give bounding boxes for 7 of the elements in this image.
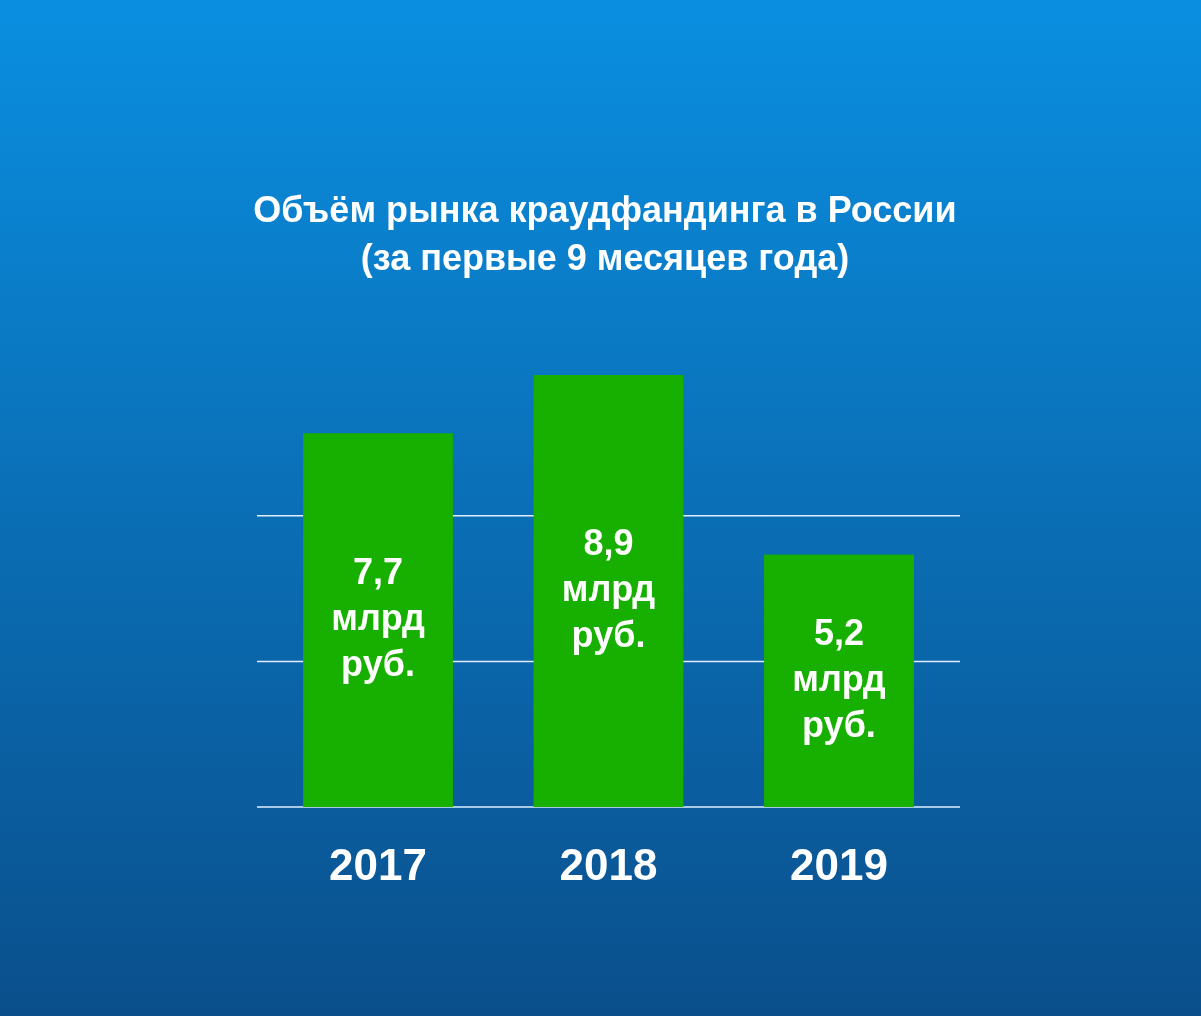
x-tick-label: 2018 — [559, 840, 658, 889]
data-label: 7,7 млрд руб. — [331, 550, 425, 684]
data-label: 5,2 млрд руб. — [792, 611, 886, 745]
chart-title: Объём рынка краудфандинга в России (за первые 9 месяцев года) — [253, 189, 957, 278]
x-tick-label: 2017 — [329, 840, 427, 889]
data-label: 8,9 млрд руб. — [561, 521, 656, 655]
x-tick-label: 2019 — [790, 840, 888, 889]
